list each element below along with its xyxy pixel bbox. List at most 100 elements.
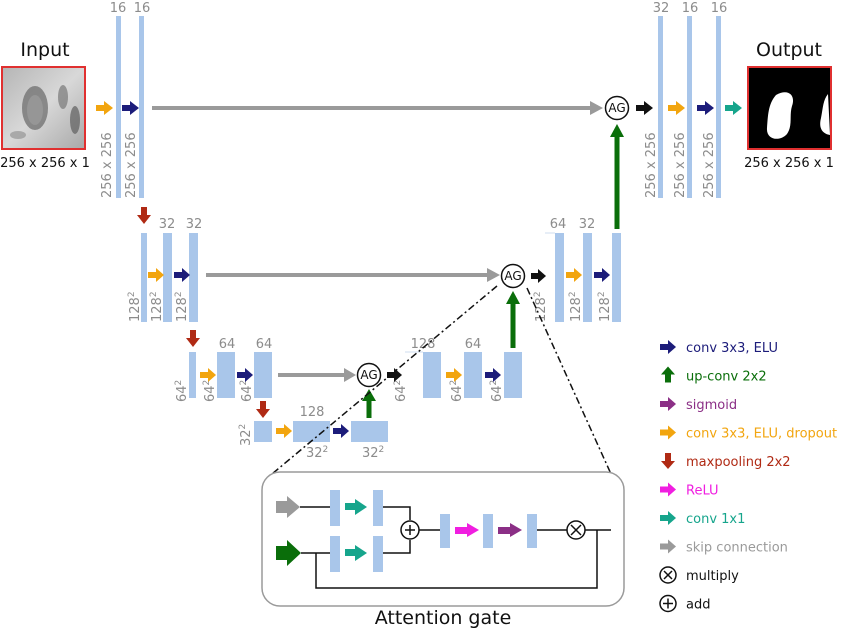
feature-block-enc2-a (141, 233, 147, 322)
feature-block-dec2-b (583, 233, 592, 322)
svg-text:1282: 1282 (174, 291, 190, 322)
legend-item: skip connection (660, 539, 788, 556)
size-label-128: 1282 (597, 291, 613, 322)
channel-label-64: 64 (219, 337, 236, 352)
skip-connection-l1 (152, 101, 603, 115)
legend-item: multiply (659, 566, 739, 584)
size-label-64: 642 (489, 380, 505, 402)
size-label-64: 642 (174, 380, 190, 402)
legend-item: maxpooling 2x2 (661, 453, 791, 470)
svg-text:642: 642 (174, 380, 190, 402)
arrow-down-icon (661, 453, 675, 469)
arrow-right-icon (660, 482, 676, 497)
svg-text:AG: AG (608, 101, 625, 115)
arrow-right-icon (660, 425, 676, 440)
up-conv-arrow-l1 (610, 124, 624, 229)
channel-label-64: 64 (465, 337, 482, 352)
feature-block-dec1-c (716, 16, 721, 198)
channel-label-128: 128 (300, 405, 325, 420)
svg-text:642: 642 (489, 380, 505, 402)
size-label-128: 1282 (174, 291, 190, 322)
svg-text:1282: 1282 (597, 291, 613, 322)
feature-block-enc2-c (189, 233, 198, 322)
dropout-conv-arrow (96, 101, 113, 115)
conv-arrow (122, 101, 139, 115)
attention-gate-node-l3: AG (356, 362, 382, 388)
legend-label: conv 1x1 (686, 512, 745, 527)
size-label-128: 1282 (533, 291, 549, 322)
svg-text:322: 322 (238, 424, 254, 446)
channel-label-32: 32 (579, 217, 596, 232)
size-label-256: 256 x 256 (100, 132, 115, 198)
conv-arrow (594, 268, 610, 282)
feature-block-enc1-a (116, 16, 121, 198)
size-label-128: 1282 (568, 291, 584, 322)
feature-block-enc3-a (189, 352, 196, 398)
svg-text:642: 642 (202, 380, 218, 402)
feature-block-dec3-a (423, 352, 441, 398)
skip-connection-l3 (278, 368, 356, 382)
conv1x1-arrow (725, 101, 742, 115)
size-label-32: 322 (238, 424, 254, 446)
size-label-256: 256 x 256 (124, 132, 139, 198)
size-label-128: 1282 (127, 291, 143, 322)
legend-label: conv 3x3, ELU, dropout (686, 427, 837, 442)
conv-arrow (237, 368, 253, 382)
dropout-conv-arrow (276, 424, 292, 438)
svg-text:1282: 1282 (127, 291, 143, 322)
up-conv-arrow-l3 (362, 389, 376, 418)
channel-label-16: 16 (711, 1, 728, 16)
legend: conv 3x3, ELU up-conv 2x2 sigmoid conv 3x3,… (659, 340, 837, 613)
maxpool-arrow-l1 (137, 207, 151, 224)
svg-text:AG: AG (360, 368, 377, 382)
arrow-right-icon (660, 397, 676, 411)
size-label-64: 642 (202, 380, 218, 402)
legend-label: conv 3x3, ELU (686, 341, 778, 356)
legend-item: conv 3x3, ELU, dropout (660, 425, 837, 442)
legend-label: sigmoid (686, 398, 737, 413)
size-label-64: 642 (393, 380, 409, 402)
attention-gate-node-l1: AG (604, 95, 630, 121)
feature-block-dec2-a (555, 233, 564, 322)
legend-item: conv 3x3, ELU (660, 340, 778, 356)
legend-label: ReLU (686, 484, 719, 499)
arrow-up-icon (661, 366, 675, 383)
size-label-256: 256 x 256 (702, 132, 717, 198)
svg-text:AG: AG (504, 269, 521, 283)
attention-gate-title: Attention gate (375, 607, 512, 629)
input-image (1, 66, 86, 150)
channel-label-32: 32 (653, 1, 670, 16)
svg-text:642: 642 (393, 380, 409, 402)
size-label-64: 642 (449, 380, 465, 402)
svg-text:642: 642 (239, 380, 255, 402)
legend-label: skip connection (686, 541, 788, 556)
channel-label-16: 16 (134, 1, 151, 16)
channel-label-32: 32 (186, 217, 203, 232)
feature-block-bottleneck-b (351, 421, 388, 442)
channel-label-128: 128 (411, 337, 436, 352)
size-label-256: 256 x 256 (673, 132, 688, 198)
size-label-256: 256 x 256 (644, 132, 659, 198)
gate-output-arrow (636, 101, 653, 115)
arrow-right-icon (660, 340, 676, 354)
maxpool-arrow-l2 (186, 330, 200, 347)
conv-arrow (333, 424, 349, 438)
legend-label: multiply (686, 569, 739, 584)
gate-output-arrow (531, 269, 546, 283)
legend-item: sigmoid (660, 397, 737, 413)
arrow-right-icon (660, 539, 676, 554)
feature-block-enc1-b (139, 16, 144, 198)
channel-label-32: 32 (159, 217, 176, 232)
svg-text:1282: 1282 (568, 291, 584, 322)
legend-item: up-conv 2x2 (661, 366, 767, 385)
legend-label: up-conv 2x2 (686, 370, 767, 385)
legend-item: add (659, 594, 710, 613)
feature-block-enc4-a (254, 421, 272, 442)
zoom-line-left (271, 285, 498, 475)
attention-gate-detail (261, 471, 625, 607)
feature-block-dec1-a (658, 16, 663, 198)
output-mask (747, 66, 832, 150)
input-dims: 256 x 256 x 1 (0, 156, 90, 171)
up-conv-arrow-l2 (506, 291, 520, 348)
